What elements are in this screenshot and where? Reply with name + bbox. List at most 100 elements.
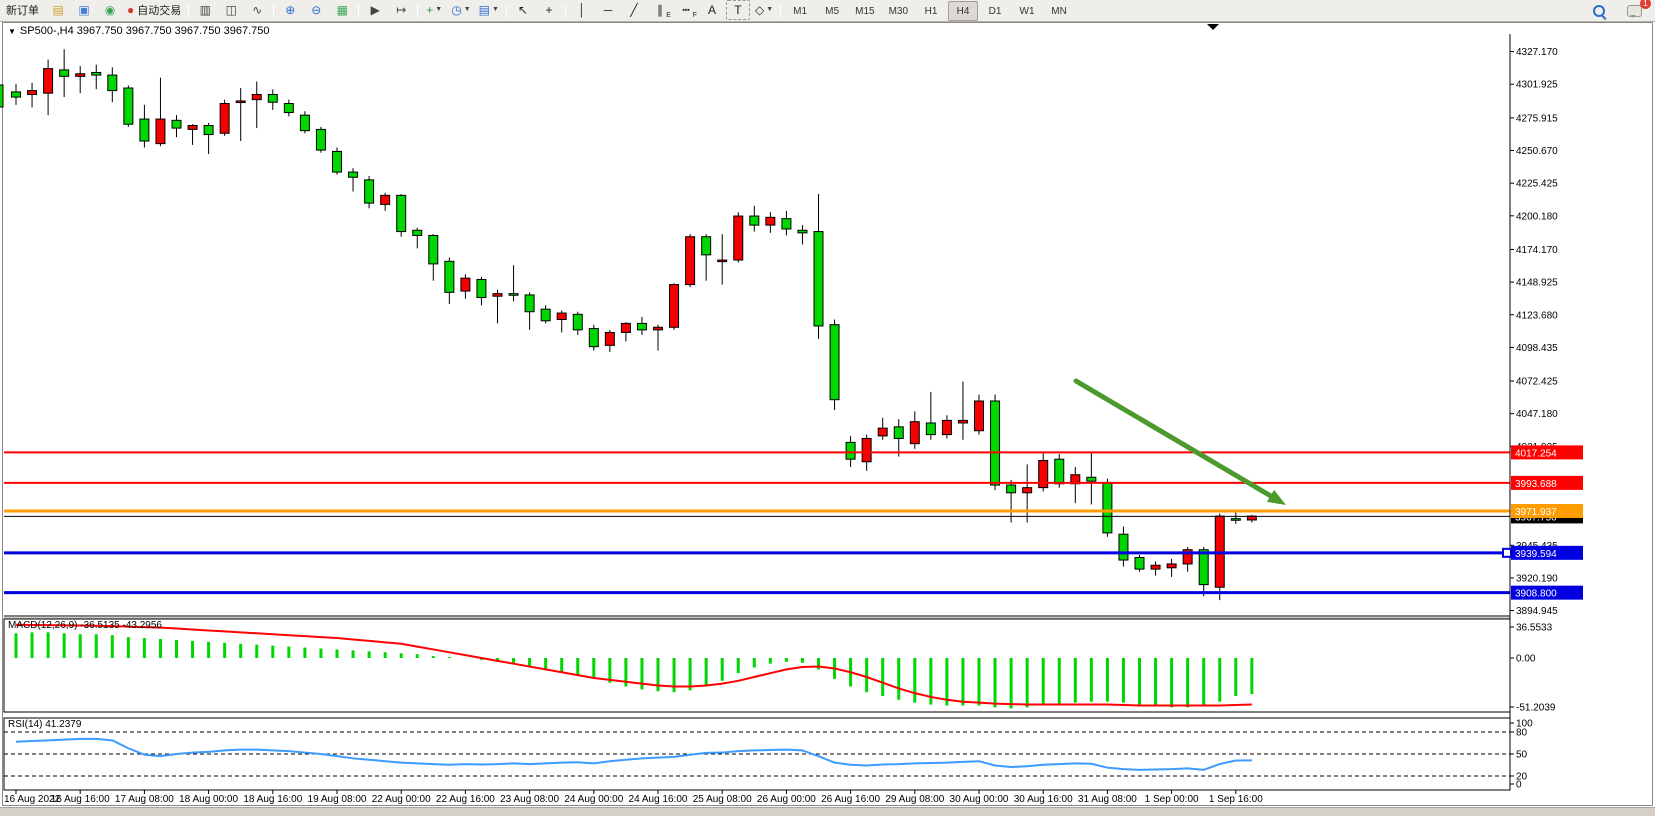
toolbar-separator [358,4,360,17]
candle-body [749,215,760,226]
timeframe-h4[interactable]: H4 [948,1,979,22]
search-icon[interactable] [1587,1,1611,21]
price-tag-3993.688 [1511,475,1583,490]
zoom-in-icon[interactable]: ⊕ [278,0,302,20]
timeframe-mn[interactable]: MN [1051,5,1067,17]
auto-scroll-icon[interactable]: ▶ [363,0,387,20]
timeframe-m5[interactable]: M5 [825,5,840,17]
price-tick-label: 4275.915 [1516,113,1558,124]
timeframe-m30[interactable]: M30 [888,5,909,17]
fibonacci-icon[interactable]: ┅ F [674,0,698,20]
candle-body [219,103,230,134]
fibonacci-icon: ┅ [682,2,690,17]
price-tag-4017.254 [1511,445,1583,460]
macd-signal-line [15,623,1252,707]
candle-body [460,277,471,292]
time-tick-label: 22 Aug 16:00 [436,794,495,805]
rsi-axis-label: 50 [1516,750,1528,761]
crosshair-icon[interactable]: + [537,0,561,20]
candle-body [251,93,262,101]
price-tag-text: 3939.594 [1515,549,1557,560]
templates-icon-caret[interactable]: ▼ [492,6,499,14]
candle-body [669,284,680,328]
arrows-icon[interactable]: ◇ ▼ [752,0,776,20]
zoom-out-icon[interactable]: ⊖ [304,0,328,20]
new-order-button[interactable]: 新订单 [6,4,39,17]
line-chart-icon[interactable]: ∿ [245,0,269,20]
timeframe-m15[interactable]: M15 [855,5,875,17]
candle-body [1086,476,1097,482]
candle-body [299,114,310,132]
arrows-icon-caret[interactable]: ▼ [766,6,774,14]
equidistant-channel-icon[interactable]: ∥ E [648,0,672,20]
trendline-icon[interactable]: ╱ [622,0,646,20]
terminal-icon[interactable]: ▣ [72,0,96,20]
notifications-icon[interactable]: 1 [1622,0,1651,21]
candle-body [123,87,134,125]
candle-body [476,278,487,299]
candlestick-chart-icon[interactable]: ◫ [219,0,243,20]
tile-windows-icon[interactable]: ▦ [330,0,354,20]
price-tag-text: 4017.254 [1515,448,1557,459]
time-tick-label: 18 Aug 16:00 [243,794,302,805]
bar-chart-icon[interactable]: ▥ [193,0,217,20]
timeframe-h1[interactable]: H1 [924,5,938,17]
status-strip [0,807,1655,816]
price-tick-label: 4327.170 [1516,47,1558,58]
candle-body [1022,487,1033,494]
trendline-icon: ╱ [630,2,638,17]
periods-icon[interactable]: ◷ ▼ [448,0,473,20]
signals-icon[interactable]: ◉ [98,0,122,20]
candle-body [540,308,551,322]
auto-trading-button: ● [127,2,135,17]
price-tag-text: 3971.937 [1515,507,1557,518]
chart-shift-icon[interactable]: ↦ [389,0,413,20]
periods-icon: ◷ [451,2,462,17]
macd-axis-label: -51.2039 [1516,703,1556,714]
rsi-axis-label: 100 [1516,719,1533,730]
candle-body [43,68,54,94]
candle-body [877,427,888,437]
candle-body [733,215,744,261]
templates-icon[interactable]: ▤ ▼ [476,0,502,20]
line-handle-marker[interactable] [1502,547,1512,558]
time-tick-label: 25 Aug 08:00 [693,794,752,805]
panel-splitter[interactable] [4,617,1510,619]
candle-body [909,421,920,445]
trend-arrow-shaft[interactable] [1073,378,1280,503]
horizontal-line-icon[interactable]: ─ [596,0,620,20]
price-tick-label: 4148.925 [1516,278,1558,289]
horizontal-line-icon: ─ [603,2,613,17]
signals-icon: ◉ [104,2,116,17]
tile-windows-icon: ▦ [336,2,348,17]
price-tag-3908.800 [1511,585,1583,600]
symbol-collapse-icon[interactable]: ▼ [8,26,16,36]
indicators-icon-caret[interactable]: ▼ [435,6,443,14]
vertical-line-icon[interactable]: │ [570,0,594,20]
indicators-icon[interactable]: + ▼ [422,0,446,20]
rsi-axis-label: 20 [1516,772,1528,783]
toolbar-separator [188,4,190,17]
candle-body [187,125,198,130]
macd-axis-label: 36.5533 [1516,623,1553,634]
text-icon[interactable]: A [700,0,724,20]
auto-trading-button[interactable]: ● 自动交易 [124,0,184,20]
chart-window-icon[interactable]: ▤ [46,0,70,20]
timeframe-d1[interactable]: D1 [988,5,1002,17]
toolbar-separator [564,4,566,17]
price-tick-label: 4072.425 [1516,377,1558,388]
periods-icon-caret[interactable]: ▼ [463,6,471,14]
candle-body [508,293,519,296]
timeframe-m1[interactable]: M1 [793,5,808,17]
time-tick-label: 31 Aug 08:00 [1078,794,1137,805]
candle-body [861,437,872,463]
timeframe-w1[interactable]: W1 [1019,5,1035,17]
text-label-icon[interactable]: T [725,0,750,20]
chart-shift-marker[interactable] [1207,24,1219,30]
cursor-icon[interactable]: ↖ [511,0,535,20]
candle-body [91,71,102,76]
zoom-out-icon: ⊖ [311,2,322,17]
candle-body [925,422,936,436]
time-tick-label: 26 Aug 16:00 [821,794,880,805]
